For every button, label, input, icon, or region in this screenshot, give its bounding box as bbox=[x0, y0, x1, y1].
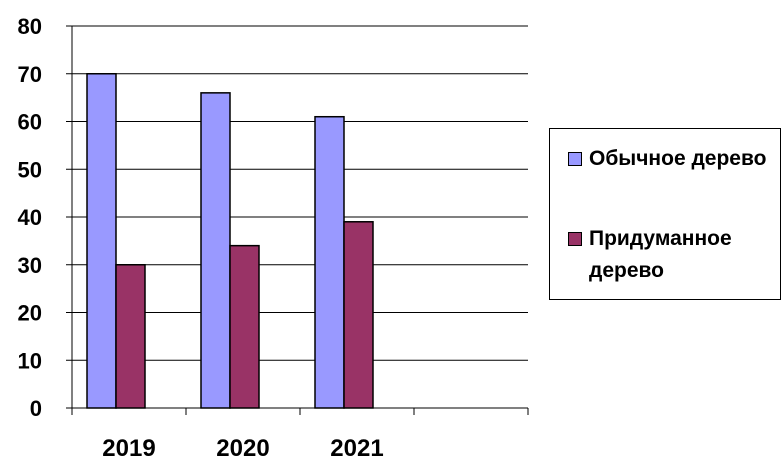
gridlines bbox=[72, 25, 528, 361]
y-tick-label: 40 bbox=[18, 205, 42, 230]
bar-series-2-2021 bbox=[343, 221, 374, 409]
y-tick-labels: 0 10 20 30 40 50 60 70 80 bbox=[18, 14, 42, 421]
bar-series-1-2021 bbox=[314, 115, 345, 409]
y-tick-label: 30 bbox=[18, 253, 42, 278]
y-tick-label: 50 bbox=[18, 157, 42, 182]
axes bbox=[66, 25, 529, 415]
x-tick-label: 2020 bbox=[216, 435, 269, 462]
y-tick-label: 0 bbox=[30, 396, 42, 421]
y-tick-label: 20 bbox=[18, 301, 42, 326]
y-tick-label: 70 bbox=[18, 62, 42, 87]
bar-series-2-2019 bbox=[115, 264, 146, 409]
bar-series-1-2019 bbox=[86, 73, 117, 409]
y-tick-label: 60 bbox=[18, 110, 42, 135]
bar-series-2-2020 bbox=[229, 244, 260, 409]
legend: Обычное дерево Придуманное дерево bbox=[549, 128, 781, 300]
legend-swatch-series-2 bbox=[568, 232, 582, 246]
bars bbox=[86, 73, 374, 409]
y-tick-label: 10 bbox=[18, 348, 42, 373]
x-tick-labels: 2019 2020 2021 bbox=[102, 435, 383, 462]
y-tick-label: 80 bbox=[18, 14, 42, 39]
bar-series-1-2020 bbox=[200, 92, 231, 409]
legend-label-series-1: Обычное дерево bbox=[589, 147, 767, 170]
legend-entry-series-2: Придуманное дерево bbox=[568, 223, 778, 287]
legend-entry-series-1: Обычное дерево bbox=[568, 143, 778, 175]
legend-label-series-2: Придуманное дерево bbox=[589, 227, 732, 282]
x-tick-label: 2019 bbox=[102, 435, 155, 462]
legend-swatch-series-1 bbox=[568, 152, 582, 166]
x-tick-label: 2021 bbox=[330, 435, 383, 462]
